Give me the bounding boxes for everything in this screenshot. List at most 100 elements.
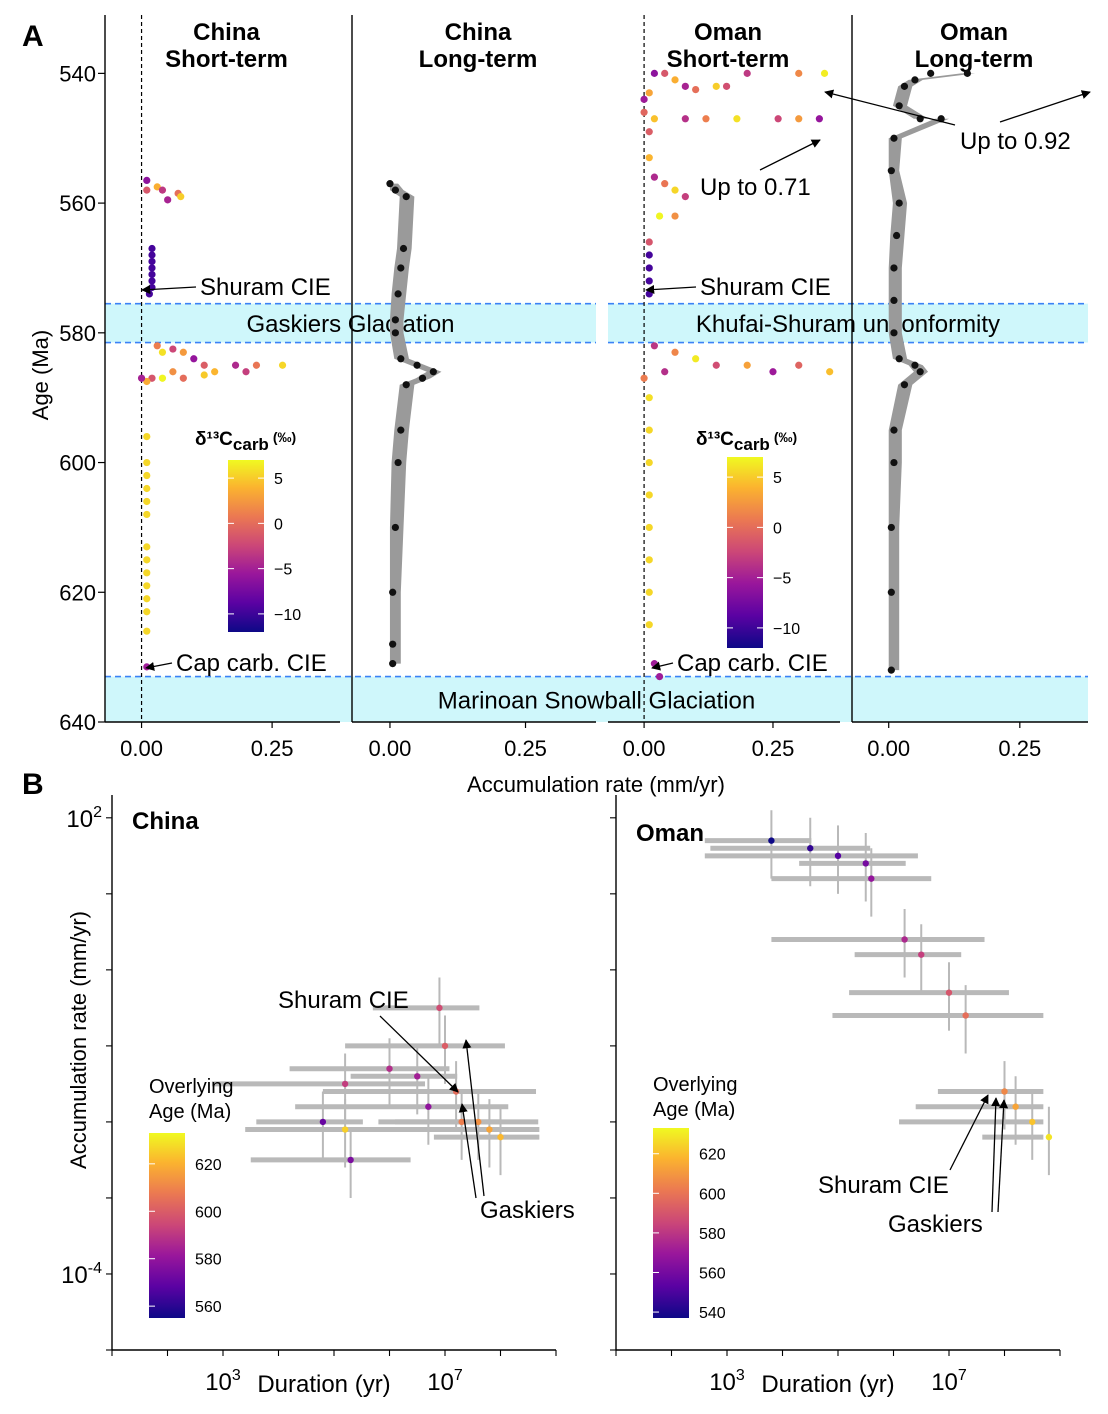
colorbar-tick-label: −5 [773, 571, 791, 588]
data-point [645, 277, 653, 285]
data-point [820, 69, 829, 77]
b-data-point [1045, 1133, 1053, 1141]
b-data-point [436, 1004, 443, 1012]
annotation-arrow [651, 661, 674, 671]
data-point [645, 238, 653, 246]
a-bands: Gaskiers Glaciation Khufai-Shuram unconfo… [105, 302, 1088, 722]
b-data-point [341, 1080, 349, 1088]
x-tick-label: 0.00 [120, 736, 163, 761]
data-point [890, 329, 898, 337]
band-0 [105, 303, 596, 343]
data-point [278, 361, 287, 369]
x-tick-label: 0.25 [504, 736, 547, 761]
data-point [712, 361, 720, 369]
b-y-tick-lo: 10-4 [61, 1260, 102, 1289]
colorbar-a-1: δ¹³Ccarb (‰) 5 0 −5 −10 [696, 429, 800, 648]
data-point [640, 95, 648, 103]
data-point [795, 69, 803, 77]
b-x-tick-label: 103 [709, 1367, 745, 1396]
b-data-point [901, 936, 908, 943]
data-point [143, 608, 151, 616]
b-data-point [341, 1126, 349, 1133]
data-point [895, 355, 903, 363]
colorbar-tick-label: 0 [274, 516, 283, 533]
uncertainty-envelope [389, 183, 442, 664]
panel-a-chart: Gaskiers Glaciation Khufai-Shuram unconfo… [28, 15, 1091, 797]
data-point [887, 588, 895, 596]
data-point [200, 361, 208, 369]
data-point [399, 244, 408, 253]
data-point [145, 290, 153, 298]
data-point [661, 180, 669, 188]
data-point [895, 199, 903, 207]
data-point [143, 458, 151, 467]
data-point [692, 85, 700, 94]
facet-title-line2: Short-term [165, 46, 288, 73]
band-label-0: Gaskiers Glaciation [246, 311, 454, 338]
b-y-tick-exp: -4 [88, 1260, 102, 1277]
panel-label-b: B [22, 768, 44, 801]
b-data-point [497, 1133, 504, 1141]
data-point [389, 588, 397, 596]
annotation-4: Up to 0.71 [700, 174, 811, 201]
b-colorbar-title-1: Overlying [653, 1074, 737, 1096]
data-point [640, 374, 648, 382]
data-point [826, 368, 834, 376]
data-point [153, 342, 161, 350]
data-point [402, 193, 410, 201]
data-point [143, 510, 151, 519]
data-point [645, 251, 653, 259]
band-label-2: Marinoan Snowball Glaciation [438, 687, 756, 714]
annotation-0: Shuram CIE [200, 274, 331, 301]
data-point [153, 183, 161, 191]
b-x-tick-exp: 3 [736, 1367, 745, 1384]
data-point [158, 186, 167, 194]
a-facets: ChinaShort-termChinaLong-termOmanShort-t… [137, 15, 1033, 722]
data-point [774, 115, 782, 123]
data-point [671, 212, 679, 220]
colorbar-title-unit: (‰) [774, 429, 797, 445]
data-point [655, 672, 664, 681]
data-point [712, 82, 720, 90]
data-point [137, 374, 146, 382]
data-point [148, 277, 156, 285]
data-point [815, 115, 823, 123]
b-colorbar-tick-label: 580 [699, 1226, 726, 1243]
b-annotation-arrow [949, 1094, 989, 1171]
a-annotations: Shuram CIE Cap carb. CIE Shuram CIE Cap car… [141, 89, 1091, 677]
annotation-2: Shuram CIE [700, 274, 831, 301]
a-x-axis: 0.00 0.25 0.00 0.25 0.00 0.25 0.00 0.25 [105, 721, 1088, 761]
data-point [143, 569, 151, 577]
colorbar-title-sub: carb [734, 435, 770, 454]
data-point [890, 426, 898, 434]
b-data-point [475, 1118, 482, 1126]
data-point [645, 290, 653, 298]
b-colorbar-title-2: Age (Ma) [149, 1101, 231, 1123]
annotation-arrow [141, 285, 197, 295]
b-colorbar-title-2: Age (Ma) [653, 1099, 735, 1121]
b-y-tick-exp: 2 [93, 804, 102, 821]
b-colorbar-tick-label: 580 [195, 1252, 222, 1269]
b-colorbar-tick-label: 620 [699, 1147, 726, 1164]
b-y-tick-base: 10 [61, 1262, 88, 1289]
data-point [722, 82, 731, 90]
b-annotation-arrow [997, 1099, 1009, 1213]
b-annotation-arrow [991, 1097, 1001, 1213]
colorbar-gradient [228, 460, 264, 632]
b-data-point [962, 1012, 969, 1019]
data-point [158, 374, 167, 382]
b-x-tick-exp: 7 [454, 1367, 463, 1384]
b-data-points [319, 1004, 504, 1164]
data-point [645, 426, 653, 434]
b-data-point [834, 852, 842, 860]
data-point [671, 76, 679, 84]
data-point [169, 345, 177, 353]
b-data-point [386, 1065, 393, 1072]
b-x-axis-label: Duration (yr) [761, 1371, 894, 1398]
data-point [769, 368, 777, 376]
data-point [391, 329, 399, 337]
